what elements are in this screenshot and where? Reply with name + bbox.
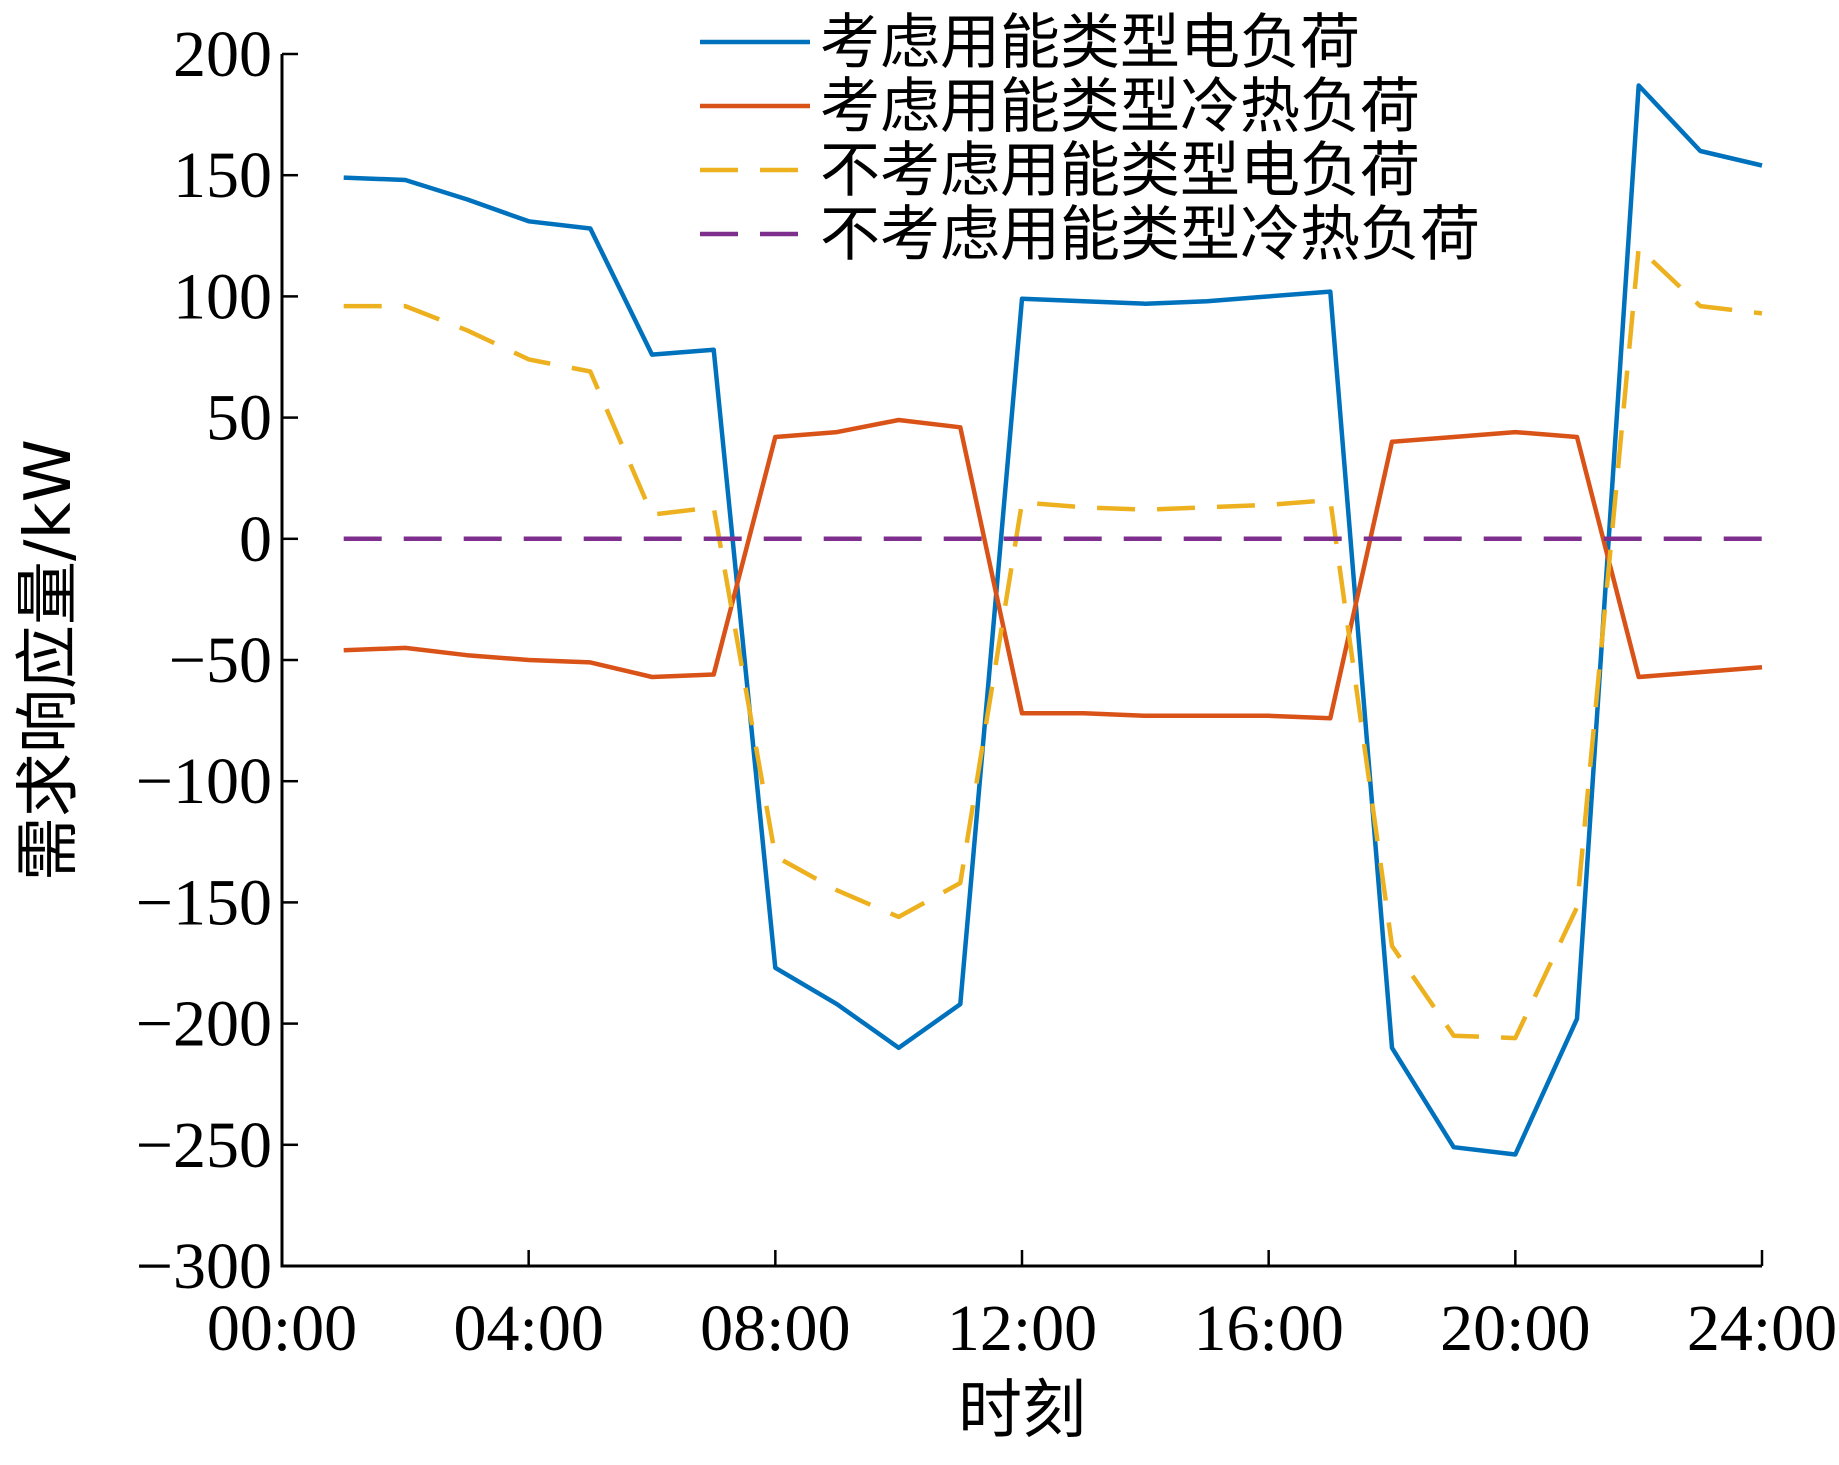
y-tick-label: 50: [206, 382, 272, 455]
x-tick-label: 12:00: [947, 1292, 1097, 1365]
legend-label-3: 不考虑用能类型电负荷: [820, 136, 1420, 206]
series-line-3: [343, 245, 1763, 1041]
y-tick-label: −50: [169, 624, 272, 697]
x-axis-label: 时刻: [958, 1374, 1086, 1448]
series-line-2: [343, 417, 1763, 721]
series-line-1: [343, 83, 1763, 1157]
x-tick-label: 04:00: [453, 1292, 603, 1365]
y-axis-label: 需求响应量/kW: [12, 439, 86, 881]
x-tick-label: 24:00: [1687, 1292, 1837, 1365]
y-tick-label: 150: [173, 139, 272, 212]
y-tick-label: 200: [173, 18, 272, 91]
y-tick-label: 100: [173, 260, 272, 333]
x-tick-label: 00:00: [207, 1292, 357, 1365]
x-tick-label: 16:00: [1193, 1292, 1343, 1365]
legend-label-1: 考虑用能类型电负荷: [820, 8, 1360, 78]
y-axis-ticks: 200 150 100 50 0 −50 −100 −150 −200 −250 −300: [136, 18, 298, 1303]
series-layer: [343, 83, 1763, 1157]
legend-label-2: 考虑用能类型冷热负荷: [820, 72, 1420, 142]
y-tick-label: −200: [136, 988, 272, 1061]
y-tick-label: −150: [136, 866, 272, 939]
y-tick-label: −300: [136, 1230, 272, 1303]
x-tick-label: 20:00: [1440, 1292, 1590, 1365]
y-tick-label: −100: [136, 745, 272, 818]
legend-label-4: 不考虑用能类型冷热负荷: [820, 200, 1480, 270]
x-axis-ticks: 00:00 04:00 08:00 12:00 16:00 20:00 24:00: [207, 1250, 1837, 1365]
y-tick-label: 0: [239, 503, 272, 576]
y-tick-label: −250: [136, 1109, 272, 1182]
x-tick-label: 08:00: [700, 1292, 850, 1365]
